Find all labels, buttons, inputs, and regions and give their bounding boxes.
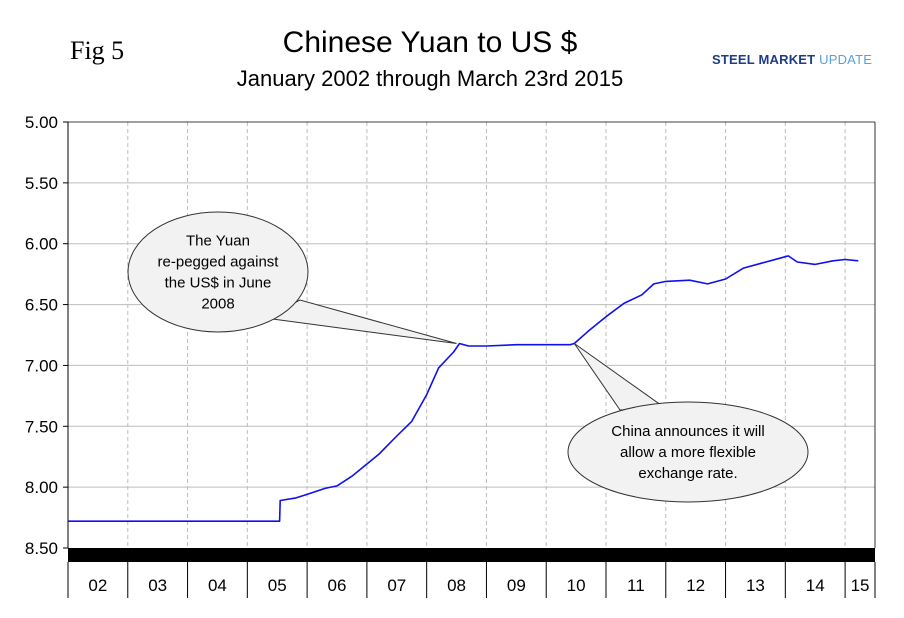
y-tick-label: 7.50 [25, 417, 58, 436]
callout-text: China announces it will [611, 423, 764, 440]
callout-bubble [127, 211, 309, 333]
y-tick-label: 6.00 [25, 235, 58, 254]
chart-title: Chinese Yuan to US $ [282, 26, 578, 59]
logo-word-market: MARKET [758, 52, 816, 67]
x-tick-label: 13 [746, 576, 765, 595]
callout-text: The Yuan [186, 233, 250, 250]
x-tick-label: 03 [148, 576, 167, 595]
logo-word-steel: STEEL [712, 52, 755, 67]
y-tick-label: 8.50 [25, 539, 58, 558]
x-tick-label: 15 [851, 576, 870, 595]
x-tick-label: 11 [627, 576, 645, 595]
callout-text: allow a more flexible [620, 444, 756, 461]
callout-text: re-pegged against [158, 254, 280, 271]
x-tick-label: 06 [328, 576, 347, 595]
callout-pointer [263, 299, 457, 345]
callout-text: 2008 [201, 296, 234, 313]
logo-word-update: UPDATE [819, 52, 873, 67]
x-tick-label: 08 [447, 576, 466, 595]
figure-label: Fig 5 [70, 36, 125, 65]
x-tick-label: 14 [806, 576, 825, 595]
x-tick-label: 04 [208, 576, 227, 595]
series-line [68, 255, 859, 522]
steel-market-update-logo: STEEL MARKET UPDATE [712, 52, 872, 67]
chart-subtitle: January 2002 through March 23rd 2015 [236, 66, 624, 91]
x-tick-label: 05 [268, 576, 287, 595]
callout-bubble [567, 401, 809, 503]
y-tick-label: 6.50 [25, 296, 58, 315]
callout-text: exchange rate. [638, 465, 737, 482]
y-tick-label: 5.50 [25, 174, 58, 193]
x-tick-label: 02 [88, 576, 107, 595]
y-tick-label: 5.00 [25, 113, 58, 132]
callout-text: the US$ in June [165, 275, 272, 292]
x-tick-label: 09 [507, 576, 526, 595]
callout-pointer [573, 343, 667, 411]
x-tick-label: 12 [686, 576, 705, 595]
y-tick-label: 8.00 [25, 478, 58, 497]
x-tick-label: 10 [567, 576, 586, 595]
x-tick-label: 07 [387, 576, 406, 595]
y-tick-label: 7.00 [25, 356, 58, 375]
x-axis-band [68, 548, 875, 562]
